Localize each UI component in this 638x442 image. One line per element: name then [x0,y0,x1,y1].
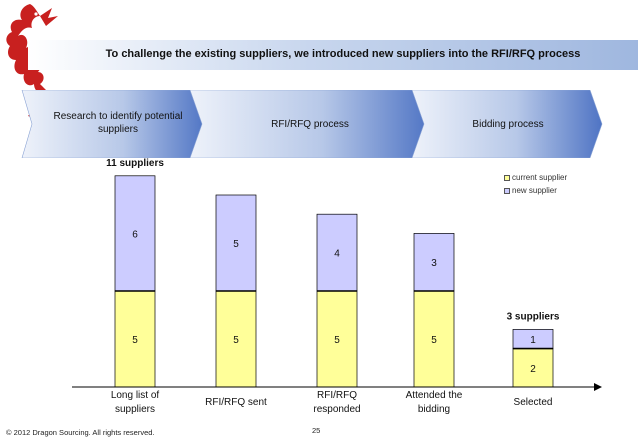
legend-item-current: current supplier [504,171,567,184]
legend-swatch-current [504,174,510,181]
bar-current-4 [512,348,554,388]
phase-arrow-research [21,90,207,158]
legend-item-new: new supplier [504,184,567,197]
bar-new-0 [114,175,156,292]
x-axis-arrowhead [594,383,602,391]
category-label-0: Long list of suppliers [111,390,160,415]
phase-arrows [21,90,603,158]
bar-new-3 [413,233,455,292]
category-label-2: RFI/RFQ responded [313,390,360,415]
bar-value-current-0: 5 [132,335,138,346]
bar-new-1 [215,194,257,292]
phase-arrow-bidding [411,90,603,158]
category-label-3: Attended the bidding [406,390,463,415]
legend-label-current: current supplier [512,173,568,182]
total-label-0: 11 suppliers [106,158,164,169]
title-band: To challenge the existing suppliers, we … [28,40,638,70]
bar-current-3 [413,290,455,388]
bar-value-new-0: 6 [132,229,138,240]
phase-label-rfi-rfq: RFI/RFQ process [271,119,349,130]
bar-value-current-2: 5 [334,335,340,346]
legend-swatch-new [504,187,510,194]
bar-value-current-4: 2 [530,364,536,375]
bar-value-current-3: 5 [431,335,437,346]
category-label-4: Selected [514,397,553,408]
labels-layer: 5 6 Long list of suppliers 5 5 RFI/RFQ sent 5 4 R… [106,158,560,415]
slide-title: To challenge the existing suppliers, we … [105,48,581,60]
bar-new-2 [316,213,358,292]
legend-label-new: new supplier [512,186,557,195]
bar-value-new-1: 5 [233,239,239,250]
bar-current-1 [215,290,257,388]
bar-value-current-1: 5 [233,335,239,346]
page-number: 25 [312,426,321,435]
phase-label-bidding: Bidding process [472,119,544,130]
chart-legend: current supplier new supplier [504,171,567,197]
category-label-1: RFI/RFQ sent [205,397,267,408]
bar-current-0 [114,290,156,388]
total-label-1: 3 suppliers [507,311,560,322]
bar-value-new-2: 4 [334,249,340,260]
copyright-footer: © 2012 Dragon Sourcing. All rights reser… [6,428,155,437]
phase-arrow-rfi-rfq [189,90,431,158]
bars-layer [114,175,554,388]
stacked-bar-chart: 5 6 Long list of suppliers 5 5 RFI/RFQ sent 5 4 R… [72,158,602,415]
bar-value-new-3: 3 [431,258,437,269]
phase-label-research: Research to identify potential suppliers [53,111,183,135]
bar-value-new-4: 1 [530,335,536,346]
